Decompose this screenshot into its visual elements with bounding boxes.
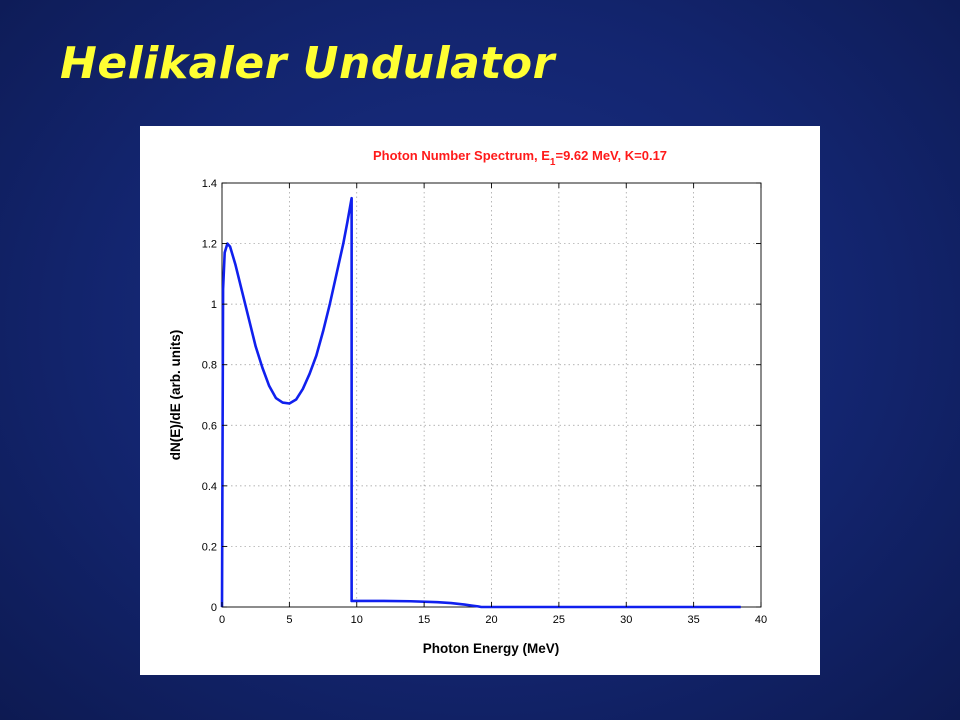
x-axis-label: Photon Energy (MeV) — [423, 641, 560, 656]
y-tick-label: 0.6 — [202, 420, 217, 432]
x-tick-label: 5 — [286, 614, 292, 626]
y-tick-label: 0.8 — [202, 360, 217, 372]
x-tick-label: 0 — [219, 614, 225, 626]
y-tick-label: 0.4 — [202, 481, 217, 493]
y-axis-label: dN(E)/dE (arb. units) — [168, 330, 183, 461]
chart-title-subscript: 1 — [550, 157, 556, 168]
y-tick-label: 1.4 — [202, 178, 217, 190]
chart-title-main: Photon Number Spectrum, E — [373, 148, 550, 163]
y-tick-label: 1 — [211, 299, 217, 311]
x-tick-label: 15 — [418, 614, 430, 626]
tick-labels: 0 5 10 15 20 25 30 35 40 0 0.2 0.4 0.6 0.8 1 1.2 1.4 — [202, 178, 767, 626]
x-tick-label: 25 — [553, 614, 565, 626]
grid — [222, 183, 761, 607]
chart-title: Photon Number Spectrum, E1=9.62 MeV, K=0… — [373, 148, 667, 168]
x-tick-label: 35 — [688, 614, 700, 626]
series-line — [220, 196, 741, 609]
photon-spectrum-chart: Photon Number Spectrum, E1=9.62 MeV, K=0… — [168, 148, 767, 656]
y-tick-label: 0 — [211, 602, 217, 614]
slide-title: Helikaler Undulator — [60, 38, 555, 89]
x-tick-label: 10 — [351, 614, 363, 626]
y-tick-label: 1.2 — [202, 239, 217, 251]
chart-panel: Photon Number Spectrum, E1=9.62 MeV, K=0… — [140, 126, 820, 675]
x-tick-label: 20 — [485, 614, 497, 626]
chart-title-rest: =9.62 MeV, K=0.17 — [555, 148, 667, 163]
series-group — [220, 196, 741, 609]
x-tick-label: 40 — [755, 614, 767, 626]
y-tick-label: 0.2 — [202, 541, 217, 553]
x-tick-label: 30 — [620, 614, 632, 626]
